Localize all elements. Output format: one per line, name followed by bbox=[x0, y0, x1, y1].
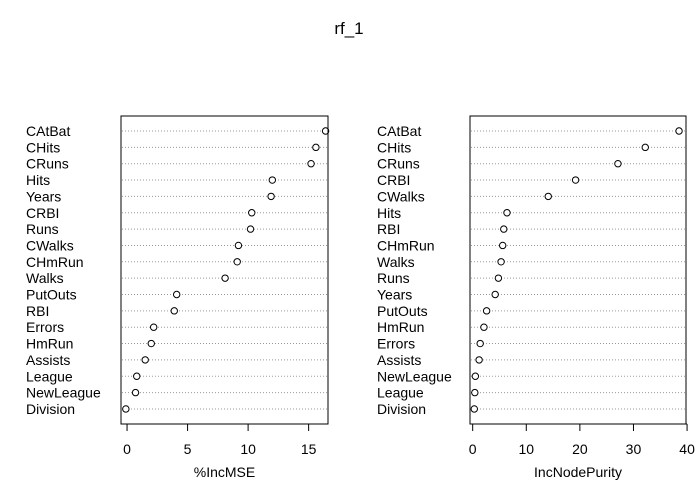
data-point bbox=[476, 339, 484, 348]
data-point bbox=[503, 209, 511, 217]
variable-label: Assists bbox=[377, 352, 421, 368]
variable-label: CHmRun bbox=[26, 254, 84, 270]
variable-label: RBI bbox=[377, 221, 400, 237]
variable-label: Errors bbox=[26, 319, 64, 335]
data-point bbox=[268, 176, 277, 184]
variable-label: League bbox=[26, 368, 73, 384]
data-point bbox=[233, 258, 241, 266]
variable-label: Years bbox=[26, 188, 61, 204]
data-point bbox=[500, 225, 508, 233]
data-point bbox=[480, 323, 488, 331]
data-point bbox=[491, 290, 499, 299]
data-point bbox=[498, 241, 507, 250]
data-point bbox=[497, 258, 505, 266]
data-point bbox=[131, 388, 140, 397]
variable-label: NewLeague bbox=[26, 385, 101, 401]
variable-label: CWalks bbox=[377, 188, 425, 204]
variable-label: CWalks bbox=[26, 237, 74, 253]
variable-label: CHits bbox=[377, 139, 411, 155]
data-point bbox=[133, 372, 141, 380]
x-axis-title: %IncMSE bbox=[194, 464, 255, 480]
variable-label: CRuns bbox=[377, 156, 420, 172]
x-tick-label: 0 bbox=[469, 441, 477, 457]
chart-title: rf_1 bbox=[334, 19, 363, 38]
variable-label: Errors bbox=[377, 336, 415, 352]
variable-label: Division bbox=[377, 401, 426, 417]
data-point bbox=[482, 307, 491, 315]
data-point bbox=[170, 307, 178, 315]
variable-label: PutOuts bbox=[26, 287, 77, 303]
variable-label: CAtBat bbox=[26, 123, 70, 139]
panel-inc-mse: CAtBatCHitsCRunsHitsYearsCRBIRunsCWalksC… bbox=[26, 115, 330, 480]
data-point bbox=[321, 127, 330, 135]
data-point bbox=[141, 356, 149, 364]
variable-label: CHmRun bbox=[377, 237, 435, 253]
x-tick-label: 0 bbox=[123, 441, 131, 457]
x-tick-label: 5 bbox=[184, 441, 192, 457]
data-point bbox=[149, 323, 158, 331]
panel-inc-node-purity: CAtBatCHitsCRunsCRBICWalksHitsRBICHmRunW… bbox=[377, 115, 695, 480]
x-tick-label: 10 bbox=[240, 441, 256, 457]
data-point bbox=[234, 241, 243, 250]
data-point bbox=[641, 143, 649, 152]
data-point bbox=[475, 356, 483, 364]
data-point bbox=[147, 339, 155, 348]
data-point bbox=[571, 176, 580, 184]
x-tick-label: 40 bbox=[679, 441, 695, 457]
variable-label: Walks bbox=[26, 270, 64, 286]
variable-label: PutOuts bbox=[377, 303, 428, 319]
x-tick-label: 15 bbox=[301, 441, 317, 457]
data-point bbox=[246, 225, 255, 233]
x-tick-label: 20 bbox=[572, 441, 588, 457]
data-point bbox=[312, 143, 320, 152]
variable-label: RBI bbox=[26, 303, 49, 319]
data-point bbox=[471, 388, 479, 397]
variable-label: Walks bbox=[377, 254, 415, 270]
data-point bbox=[248, 209, 256, 217]
x-axis-title: IncNodePurity bbox=[534, 464, 622, 480]
variable-label: Assists bbox=[26, 352, 70, 368]
data-point bbox=[221, 274, 229, 282]
variable-label: Runs bbox=[26, 221, 59, 237]
x-tick-label: 10 bbox=[518, 441, 534, 457]
data-point bbox=[122, 405, 130, 413]
plot-frame bbox=[120, 115, 329, 425]
chart-panels: CAtBatCHitsCRunsHitsYearsCRBIRunsCWalksC… bbox=[26, 115, 695, 480]
data-point bbox=[307, 160, 315, 168]
variable-label: HmRun bbox=[26, 336, 73, 352]
data-point bbox=[172, 290, 181, 299]
variable-label: Years bbox=[377, 287, 412, 303]
variable-label: Hits bbox=[26, 172, 50, 188]
variable-label: CAtBat bbox=[377, 123, 421, 139]
variable-label: HmRun bbox=[377, 319, 424, 335]
data-point bbox=[471, 372, 480, 380]
x-tick-label: 30 bbox=[626, 441, 642, 457]
variable-label: NewLeague bbox=[377, 368, 452, 384]
variable-label: Division bbox=[26, 401, 75, 417]
data-point bbox=[614, 160, 622, 168]
data-point bbox=[494, 274, 503, 282]
variable-label: CHits bbox=[26, 139, 60, 155]
data-point bbox=[267, 192, 275, 201]
variable-label: CRBI bbox=[26, 205, 59, 221]
data-point bbox=[544, 192, 552, 201]
variable-label: Hits bbox=[377, 205, 401, 221]
variable-label: CRBI bbox=[377, 172, 410, 188]
plot-frame bbox=[469, 115, 687, 425]
variable-label: Runs bbox=[377, 270, 410, 286]
data-point bbox=[675, 127, 683, 135]
variable-label: League bbox=[377, 385, 424, 401]
variable-label: CRuns bbox=[26, 156, 69, 172]
data-point bbox=[470, 405, 478, 413]
